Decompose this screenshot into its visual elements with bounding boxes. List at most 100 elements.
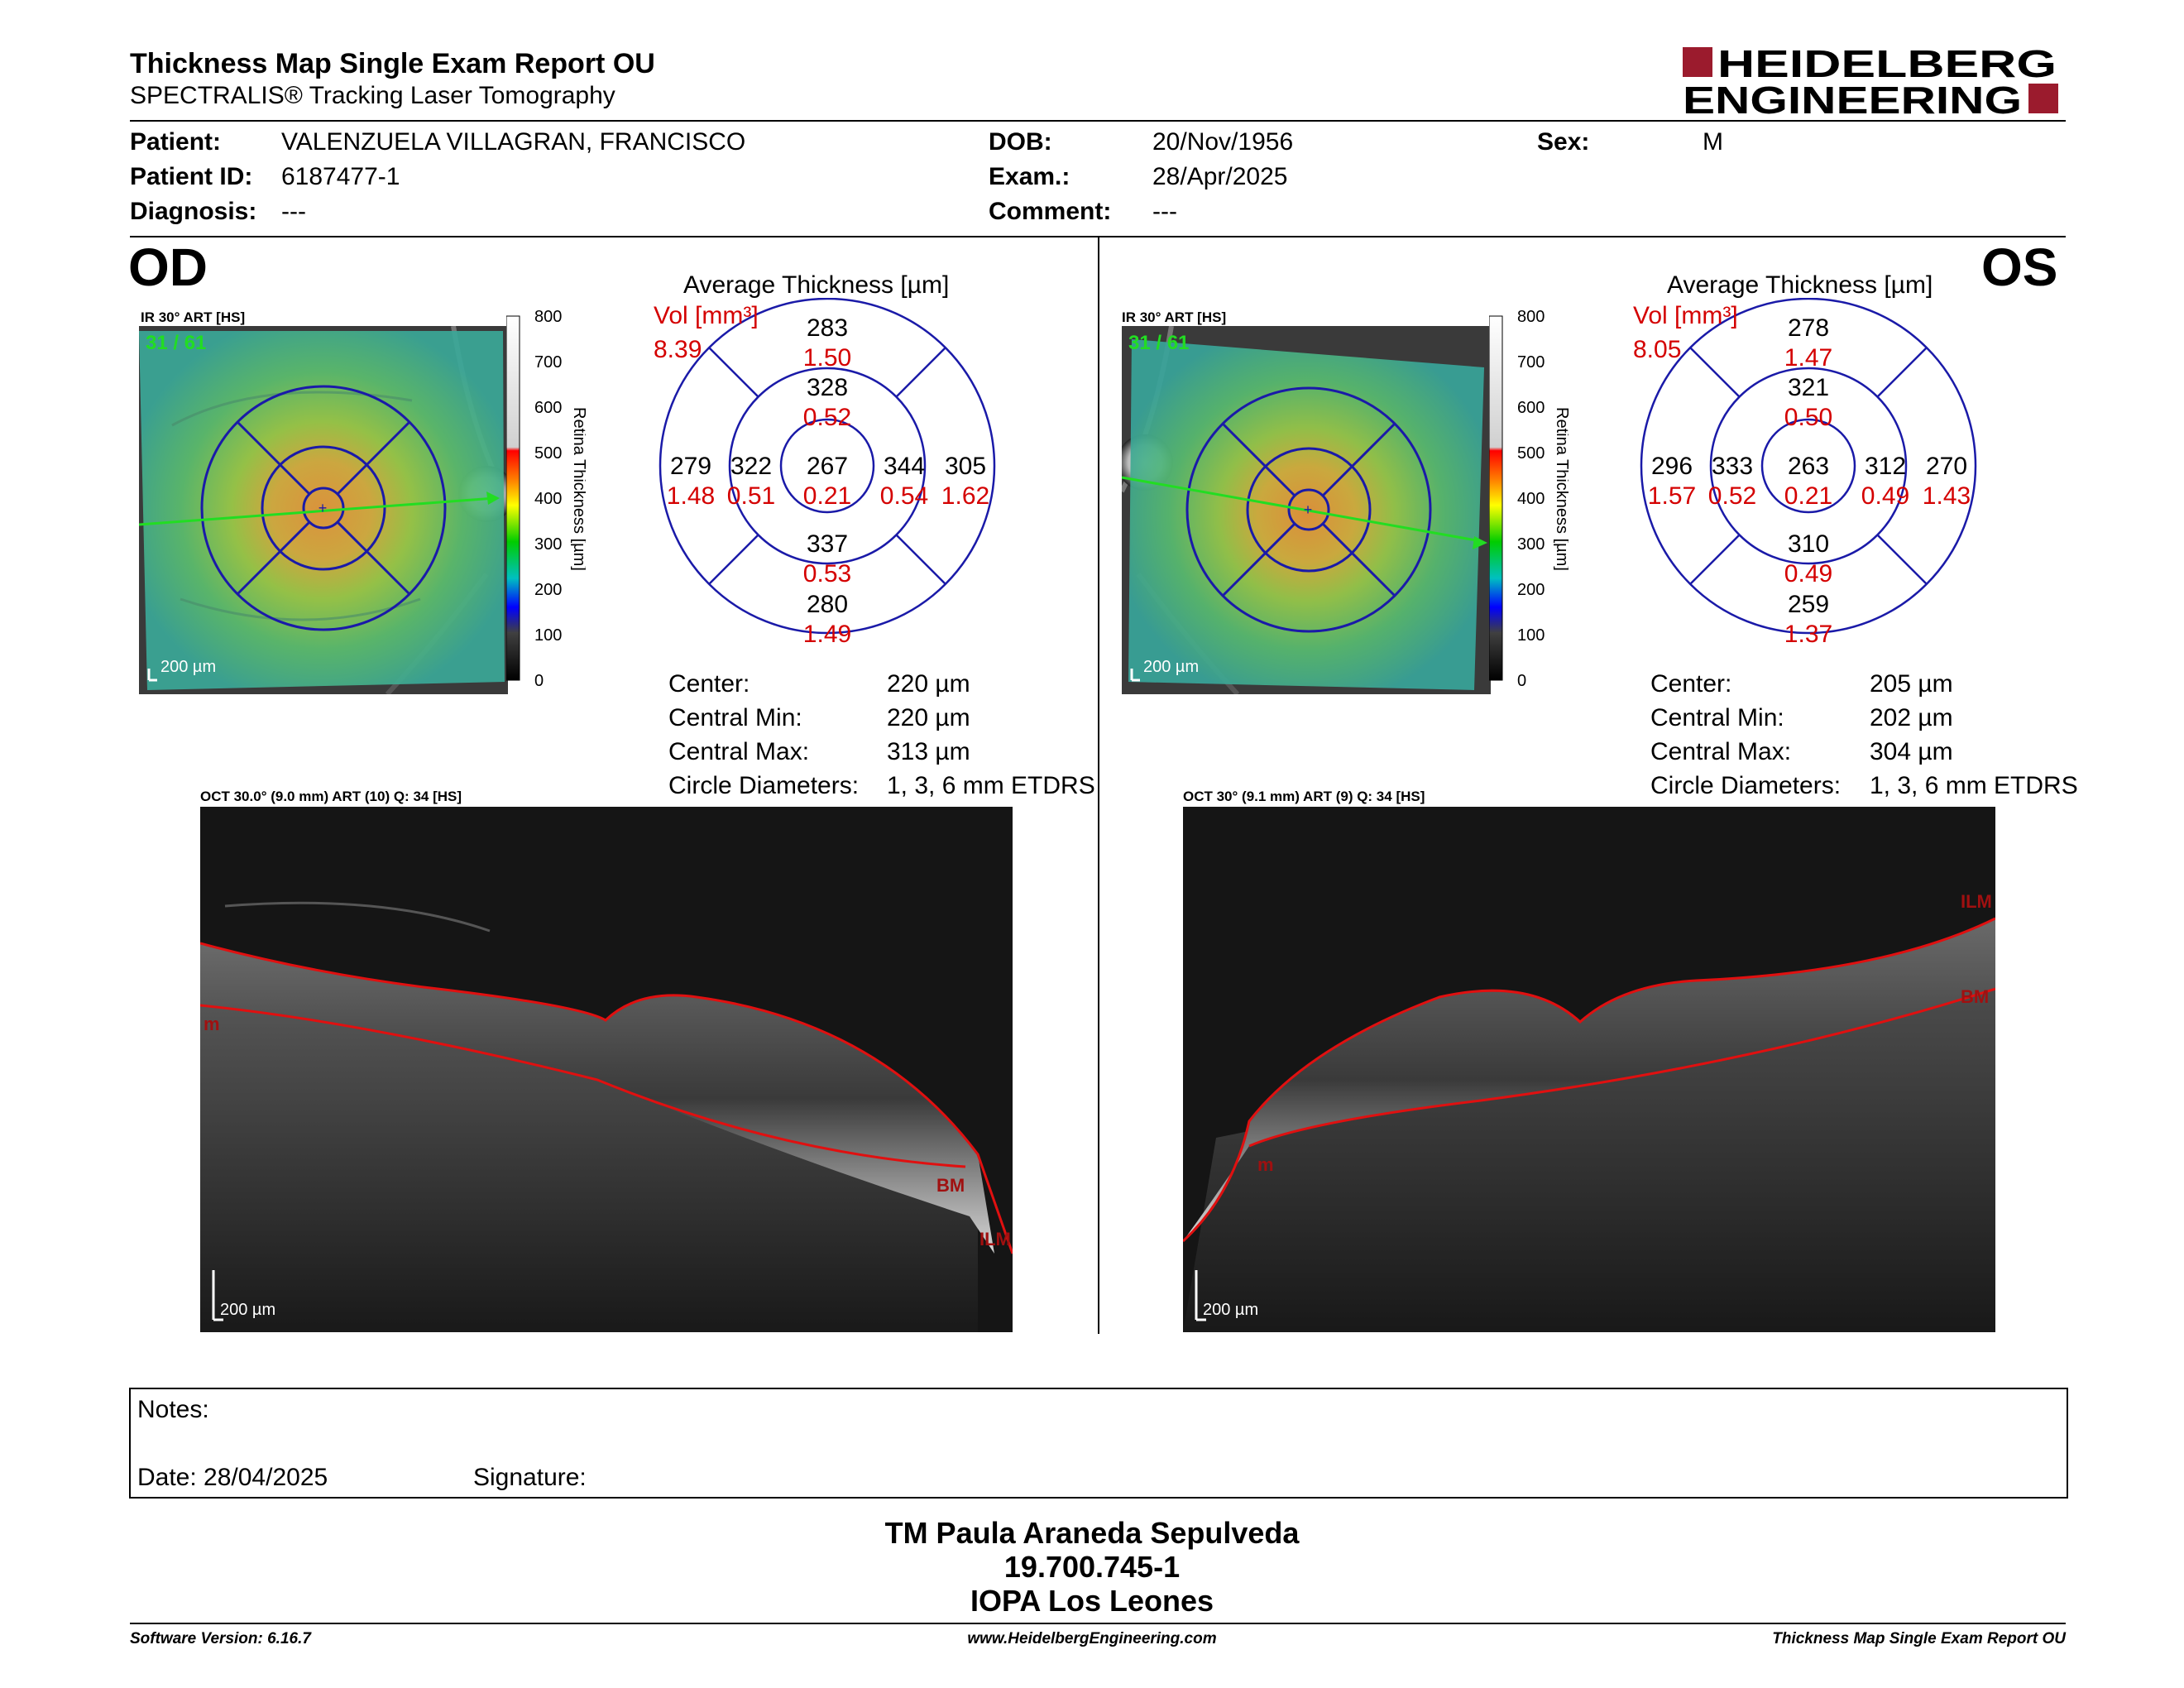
od-outer-temp-thickness: 279 [670, 453, 711, 480]
svg-text:700: 700 [534, 353, 562, 372]
dob-value: 20/Nov/1956 [1152, 128, 1294, 156]
od-outer-inf-thickness: 280 [807, 591, 848, 618]
os-etdrs-grid: Vol [mm³] 8.05 278 1.47 321 0.50 296 1.5… [1626, 297, 1999, 654]
report-subtitle: SPECTRALIS® Tracking Laser Tomography [130, 82, 615, 109]
os-outer-temp-volume: 1.57 [1648, 482, 1696, 510]
od-oct-scan: BM ILM m 200 µm [199, 807, 1014, 1332]
os-oct-scan: ILM BM m 200 µm [1181, 807, 1996, 1332]
svg-text:+: + [1304, 501, 1313, 518]
os-inner-inf-thickness: 310 [1788, 530, 1829, 558]
os-oct-label: OCT 30° (9.1 mm) ART (9) Q: 34 [HS] [1183, 789, 1425, 804]
od-circle-value: 1, 3, 6 mm ETDRS [887, 772, 1095, 799]
os-cmax-label: Central Max: [1650, 738, 1792, 765]
od-inner-temp-volume: 0.51 [727, 482, 775, 510]
od-fundus-scalebar: 200 µm [160, 658, 216, 676]
notes-date: Date: 28/04/2025 [137, 1464, 328, 1491]
os-fundus-label: IR 30° ART [HS] [1122, 309, 1227, 325]
os-eye-label: OS [1981, 237, 2058, 297]
od-etdrs-grid: Vol [mm³] 8.39 283 1.50 328 0.52 279 1.4… [645, 297, 1018, 654]
od-outer-sup-volume: 1.50 [803, 344, 851, 372]
patient-name: VALENZUELA VILLAGRAN, FRANCISCO [281, 128, 746, 156]
heidelberg-logo: HEIDELBERG ENGINEERING [1683, 42, 2060, 122]
diagnosis-label: Diagnosis: [130, 198, 257, 225]
os-fundus-image: + 31 / 61 200 µm [1117, 325, 1491, 697]
center-divider [1098, 237, 1099, 1334]
signer-id: 19.700.745-1 [1003, 1550, 1181, 1584]
od-center-volume: 0.21 [803, 482, 851, 510]
comment-label: Comment: [989, 198, 1112, 225]
svg-text:300: 300 [1517, 535, 1545, 554]
svg-text:400: 400 [1517, 490, 1545, 508]
exam-value: 28/Apr/2025 [1152, 163, 1288, 190]
od-outer-temp-volume: 1.48 [667, 482, 715, 510]
os-outer-nasal-volume: 1.43 [1923, 482, 1971, 510]
od-inner-sup-thickness: 328 [807, 374, 848, 401]
od-cmin-label: Central Min: [668, 704, 802, 731]
os-cmin-label: Central Min: [1650, 704, 1784, 731]
od-fundus-image: + 31 / 61 200 µm [138, 325, 515, 697]
od-fundus-label: IR 30° ART [HS] [141, 309, 246, 325]
sex-label: Sex: [1537, 128, 1590, 156]
header-divider [130, 120, 2066, 122]
od-center-value: 220 µm [887, 670, 970, 698]
diagnosis-value: --- [281, 198, 306, 225]
od-layer-m: m [204, 1014, 220, 1034]
patient-divider [130, 236, 2066, 237]
os-vol-value: 8.05 [1633, 336, 1681, 363]
os-inner-temp-volume: 0.52 [1708, 482, 1756, 510]
footer-report-name: Thickness Map Single Exam Report OU [1772, 1630, 2066, 1647]
patient-label: Patient: [130, 128, 222, 156]
svg-text:500: 500 [1517, 444, 1545, 463]
od-avg-title: Average Thickness [µm] [683, 271, 950, 299]
logo-text-line2: ENGINEERING [1683, 79, 2022, 117]
od-thickness-scale: 800 700 600 500 400 300 200 100 0 Retina… [505, 308, 588, 698]
os-cmin-value: 202 µm [1870, 704, 1953, 731]
od-oct-scalebar: 200 µm [220, 1301, 275, 1319]
od-layer-ilm: ILM [979, 1229, 1011, 1249]
od-circle-label: Circle Diameters: [668, 772, 860, 799]
os-vol-label: Vol [mm³] [1633, 302, 1738, 329]
os-layer-m: m [1257, 1154, 1274, 1175]
od-outer-inf-volume: 1.49 [803, 621, 851, 648]
svg-text:200: 200 [534, 581, 562, 599]
od-inner-temp-thickness: 322 [730, 453, 772, 480]
svg-text:100: 100 [534, 626, 562, 645]
notes-label: Notes: [137, 1396, 209, 1423]
od-cmax-label: Central Max: [668, 738, 810, 765]
od-inner-inf-thickness: 337 [807, 530, 848, 558]
od-cmax-value: 313 µm [887, 738, 970, 765]
patient-id: 6187477-1 [281, 163, 400, 190]
software-version: Software Version: 6.16.7 [130, 1630, 311, 1647]
od-inner-nasal-thickness: 344 [884, 453, 925, 480]
svg-text:300: 300 [534, 535, 562, 554]
od-outer-nasal-volume: 1.62 [941, 482, 989, 510]
svg-text:100: 100 [1517, 626, 1545, 645]
od-outer-nasal-thickness: 305 [945, 453, 986, 480]
os-circle-label: Circle Diameters: [1650, 772, 1842, 799]
os-outer-nasal-thickness: 270 [1926, 453, 1967, 480]
svg-text:400: 400 [534, 490, 562, 508]
os-frame-label: 31 / 61 [1128, 332, 1189, 354]
os-inner-temp-thickness: 333 [1712, 453, 1753, 480]
od-center-label: Center: [668, 670, 750, 698]
svg-text:800: 800 [534, 308, 562, 326]
os-circle-value: 1, 3, 6 mm ETDRS [1870, 772, 2078, 799]
report-title: Thickness Map Single Exam Report OU [130, 48, 655, 79]
comment-value: --- [1152, 198, 1177, 225]
os-cmax-value: 304 µm [1870, 738, 1953, 765]
os-center-volume: 0.21 [1784, 482, 1832, 510]
od-vol-label: Vol [mm³] [654, 302, 759, 329]
os-center-value: 205 µm [1870, 670, 1953, 698]
notes-box: Notes: Date: 28/04/2025 Signature: [129, 1388, 2068, 1499]
od-eye-label: OD [128, 237, 208, 297]
website-link[interactable]: www.HeidelbergEngineering.com [967, 1630, 1217, 1647]
od-inner-nasal-volume: 0.54 [880, 482, 928, 510]
os-inner-inf-volume: 0.49 [1784, 560, 1832, 587]
svg-text:+: + [318, 500, 328, 516]
svg-text:600: 600 [534, 399, 562, 417]
od-outer-sup-thickness: 283 [807, 314, 848, 342]
od-oct-label: OCT 30.0° (9.0 mm) ART (10) Q: 34 [HS] [200, 789, 462, 804]
od-center-thickness: 267 [807, 453, 848, 480]
dob-label: DOB: [989, 128, 1052, 156]
od-frame-label: 31 / 61 [146, 332, 206, 354]
